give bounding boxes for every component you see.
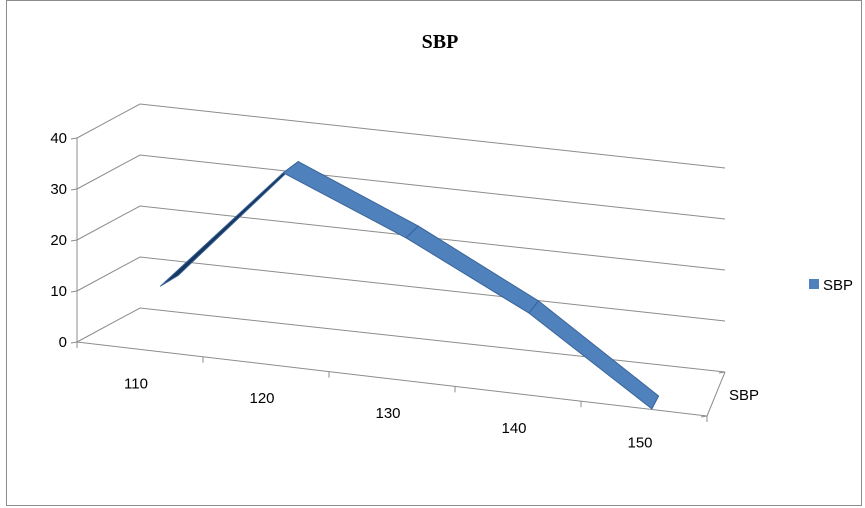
depth-axis-label: SBP: [729, 387, 759, 404]
y-tick-30: [70, 188, 78, 191]
y-tick-0: [70, 341, 78, 344]
gridline-y-40: [76, 103, 726, 169]
x-axis-line: [76, 341, 708, 417]
series-segment-130-140: [405, 225, 539, 314]
depth-axis-line: [706, 371, 726, 417]
x-tick-label-110: 110: [124, 375, 148, 392]
labels: SBP SBP 0 10 20 30 40 110 120 130 140 150: [50, 31, 759, 452]
axes: [70, 137, 726, 422]
x-tick-label-140: 140: [501, 420, 526, 437]
y-tick-20: [70, 239, 78, 242]
y-tick-label-10: 10: [50, 283, 67, 300]
y-tick-label-0: 0: [59, 334, 67, 351]
y-tick-40: [70, 137, 78, 140]
legend-swatch-sbp: [809, 279, 819, 289]
x-tick-label-120: 120: [249, 390, 274, 407]
y-tick-10: [70, 290, 78, 293]
y-tick-label-40: 40: [50, 130, 67, 147]
depth-tick-back: [718, 371, 726, 374]
x-tick-label-150: 150: [627, 435, 652, 452]
series-segment-110-120: [160, 161, 299, 287]
legend-label-sbp: SBP: [823, 277, 853, 294]
y-tick-label-20: 20: [50, 232, 67, 249]
y-tick-label-30: 30: [50, 181, 67, 198]
legend: SBP: [809, 277, 853, 294]
gridline-y-30: [76, 154, 726, 220]
series-segment-120-130: [282, 161, 419, 239]
gridline-y-20: [76, 205, 726, 271]
gridlines: [76, 103, 726, 373]
series-segment-140-150: [528, 300, 660, 410]
series-sbp: [160, 161, 660, 410]
gridline-y-0: [76, 307, 726, 373]
chart-title: SBP: [422, 31, 459, 53]
depth-tick-front: [700, 415, 708, 418]
x-tick-label-130: 130: [375, 405, 400, 422]
